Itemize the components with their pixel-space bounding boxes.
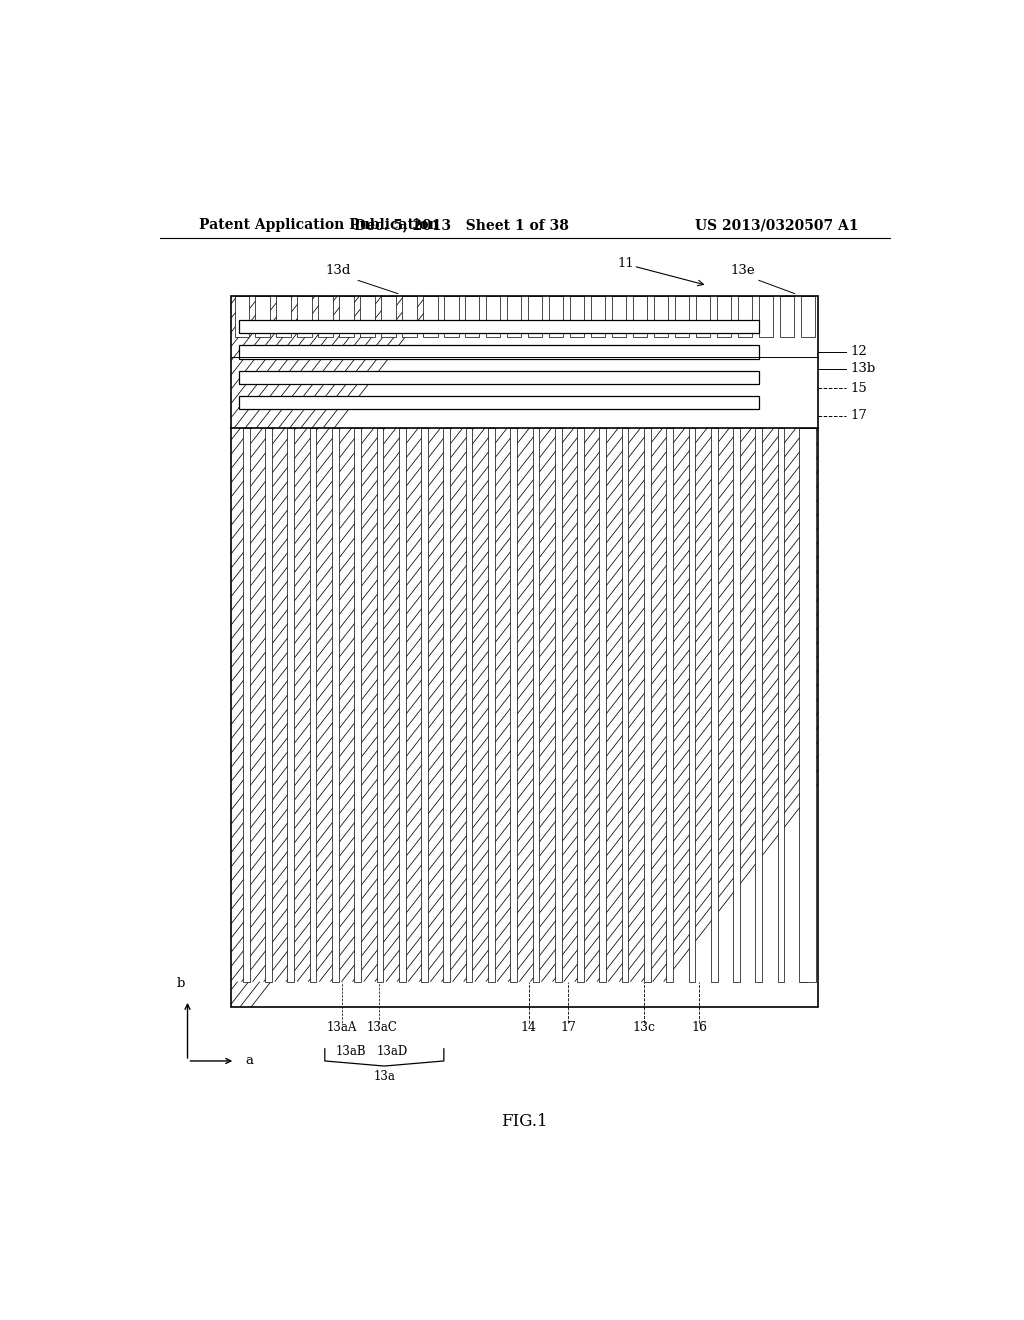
- Bar: [265, 428, 272, 982]
- Bar: [360, 296, 375, 337]
- Text: US 2013/0320507 A1: US 2013/0320507 A1: [694, 219, 858, 232]
- Bar: [332, 428, 339, 982]
- Text: 13e: 13e: [731, 264, 756, 277]
- Bar: [288, 428, 294, 982]
- Bar: [423, 296, 437, 337]
- Text: 14: 14: [521, 1022, 537, 1035]
- Bar: [486, 296, 501, 337]
- Bar: [532, 428, 540, 982]
- Bar: [399, 428, 406, 982]
- Bar: [444, 296, 459, 337]
- Bar: [488, 428, 495, 982]
- Text: 17: 17: [850, 409, 867, 422]
- Bar: [231, 296, 818, 1007]
- Bar: [466, 428, 472, 982]
- Bar: [667, 428, 673, 982]
- Bar: [318, 296, 333, 337]
- Bar: [297, 296, 311, 337]
- Bar: [510, 428, 517, 982]
- Text: 13b: 13b: [850, 362, 876, 375]
- Text: 16: 16: [691, 1022, 708, 1035]
- Text: 13aA: 13aA: [327, 1022, 357, 1035]
- Bar: [243, 428, 250, 982]
- Bar: [599, 428, 606, 982]
- Bar: [354, 428, 361, 982]
- Bar: [800, 428, 807, 982]
- Bar: [688, 428, 695, 982]
- Bar: [654, 296, 669, 337]
- Text: 13d: 13d: [326, 264, 351, 277]
- Bar: [570, 296, 585, 337]
- Text: 13aD: 13aD: [377, 1044, 408, 1057]
- Bar: [777, 428, 784, 982]
- Bar: [240, 371, 759, 384]
- Bar: [622, 428, 629, 982]
- Bar: [234, 296, 249, 337]
- Bar: [799, 428, 816, 982]
- Bar: [256, 296, 269, 337]
- Bar: [644, 428, 650, 982]
- Bar: [240, 346, 759, 359]
- Bar: [507, 296, 521, 337]
- Bar: [339, 296, 353, 337]
- Bar: [528, 296, 543, 337]
- Bar: [717, 296, 731, 337]
- Bar: [756, 428, 762, 982]
- Bar: [711, 428, 718, 982]
- Bar: [465, 296, 479, 337]
- Bar: [377, 428, 383, 982]
- Bar: [421, 428, 428, 982]
- Bar: [555, 428, 561, 982]
- Bar: [738, 296, 753, 337]
- Bar: [578, 428, 584, 982]
- Bar: [733, 428, 739, 982]
- Bar: [591, 296, 605, 337]
- Bar: [612, 296, 627, 337]
- Text: FIG.1: FIG.1: [502, 1114, 548, 1130]
- Bar: [696, 296, 711, 337]
- Text: 13a: 13a: [374, 1071, 395, 1084]
- Bar: [633, 296, 647, 337]
- Text: 13c: 13c: [633, 1022, 655, 1035]
- Bar: [381, 296, 395, 337]
- Bar: [759, 296, 773, 337]
- Bar: [240, 396, 759, 409]
- Bar: [675, 296, 689, 337]
- Bar: [276, 296, 291, 337]
- Bar: [549, 296, 563, 337]
- Text: 17: 17: [560, 1022, 577, 1035]
- Text: 15: 15: [850, 381, 867, 395]
- Text: 11: 11: [617, 256, 634, 269]
- Bar: [402, 296, 417, 337]
- Text: 12: 12: [850, 345, 867, 358]
- Text: 13aB: 13aB: [336, 1044, 367, 1057]
- Text: Patent Application Publication: Patent Application Publication: [200, 219, 439, 232]
- Text: Dec. 5, 2013   Sheet 1 of 38: Dec. 5, 2013 Sheet 1 of 38: [354, 219, 568, 232]
- Bar: [780, 296, 794, 337]
- Bar: [240, 319, 759, 333]
- Bar: [443, 428, 451, 982]
- Text: b: b: [177, 977, 185, 990]
- Text: a: a: [246, 1055, 254, 1068]
- Bar: [310, 428, 316, 982]
- Bar: [801, 296, 815, 337]
- Bar: [231, 296, 818, 1007]
- Text: 13aC: 13aC: [367, 1022, 397, 1035]
